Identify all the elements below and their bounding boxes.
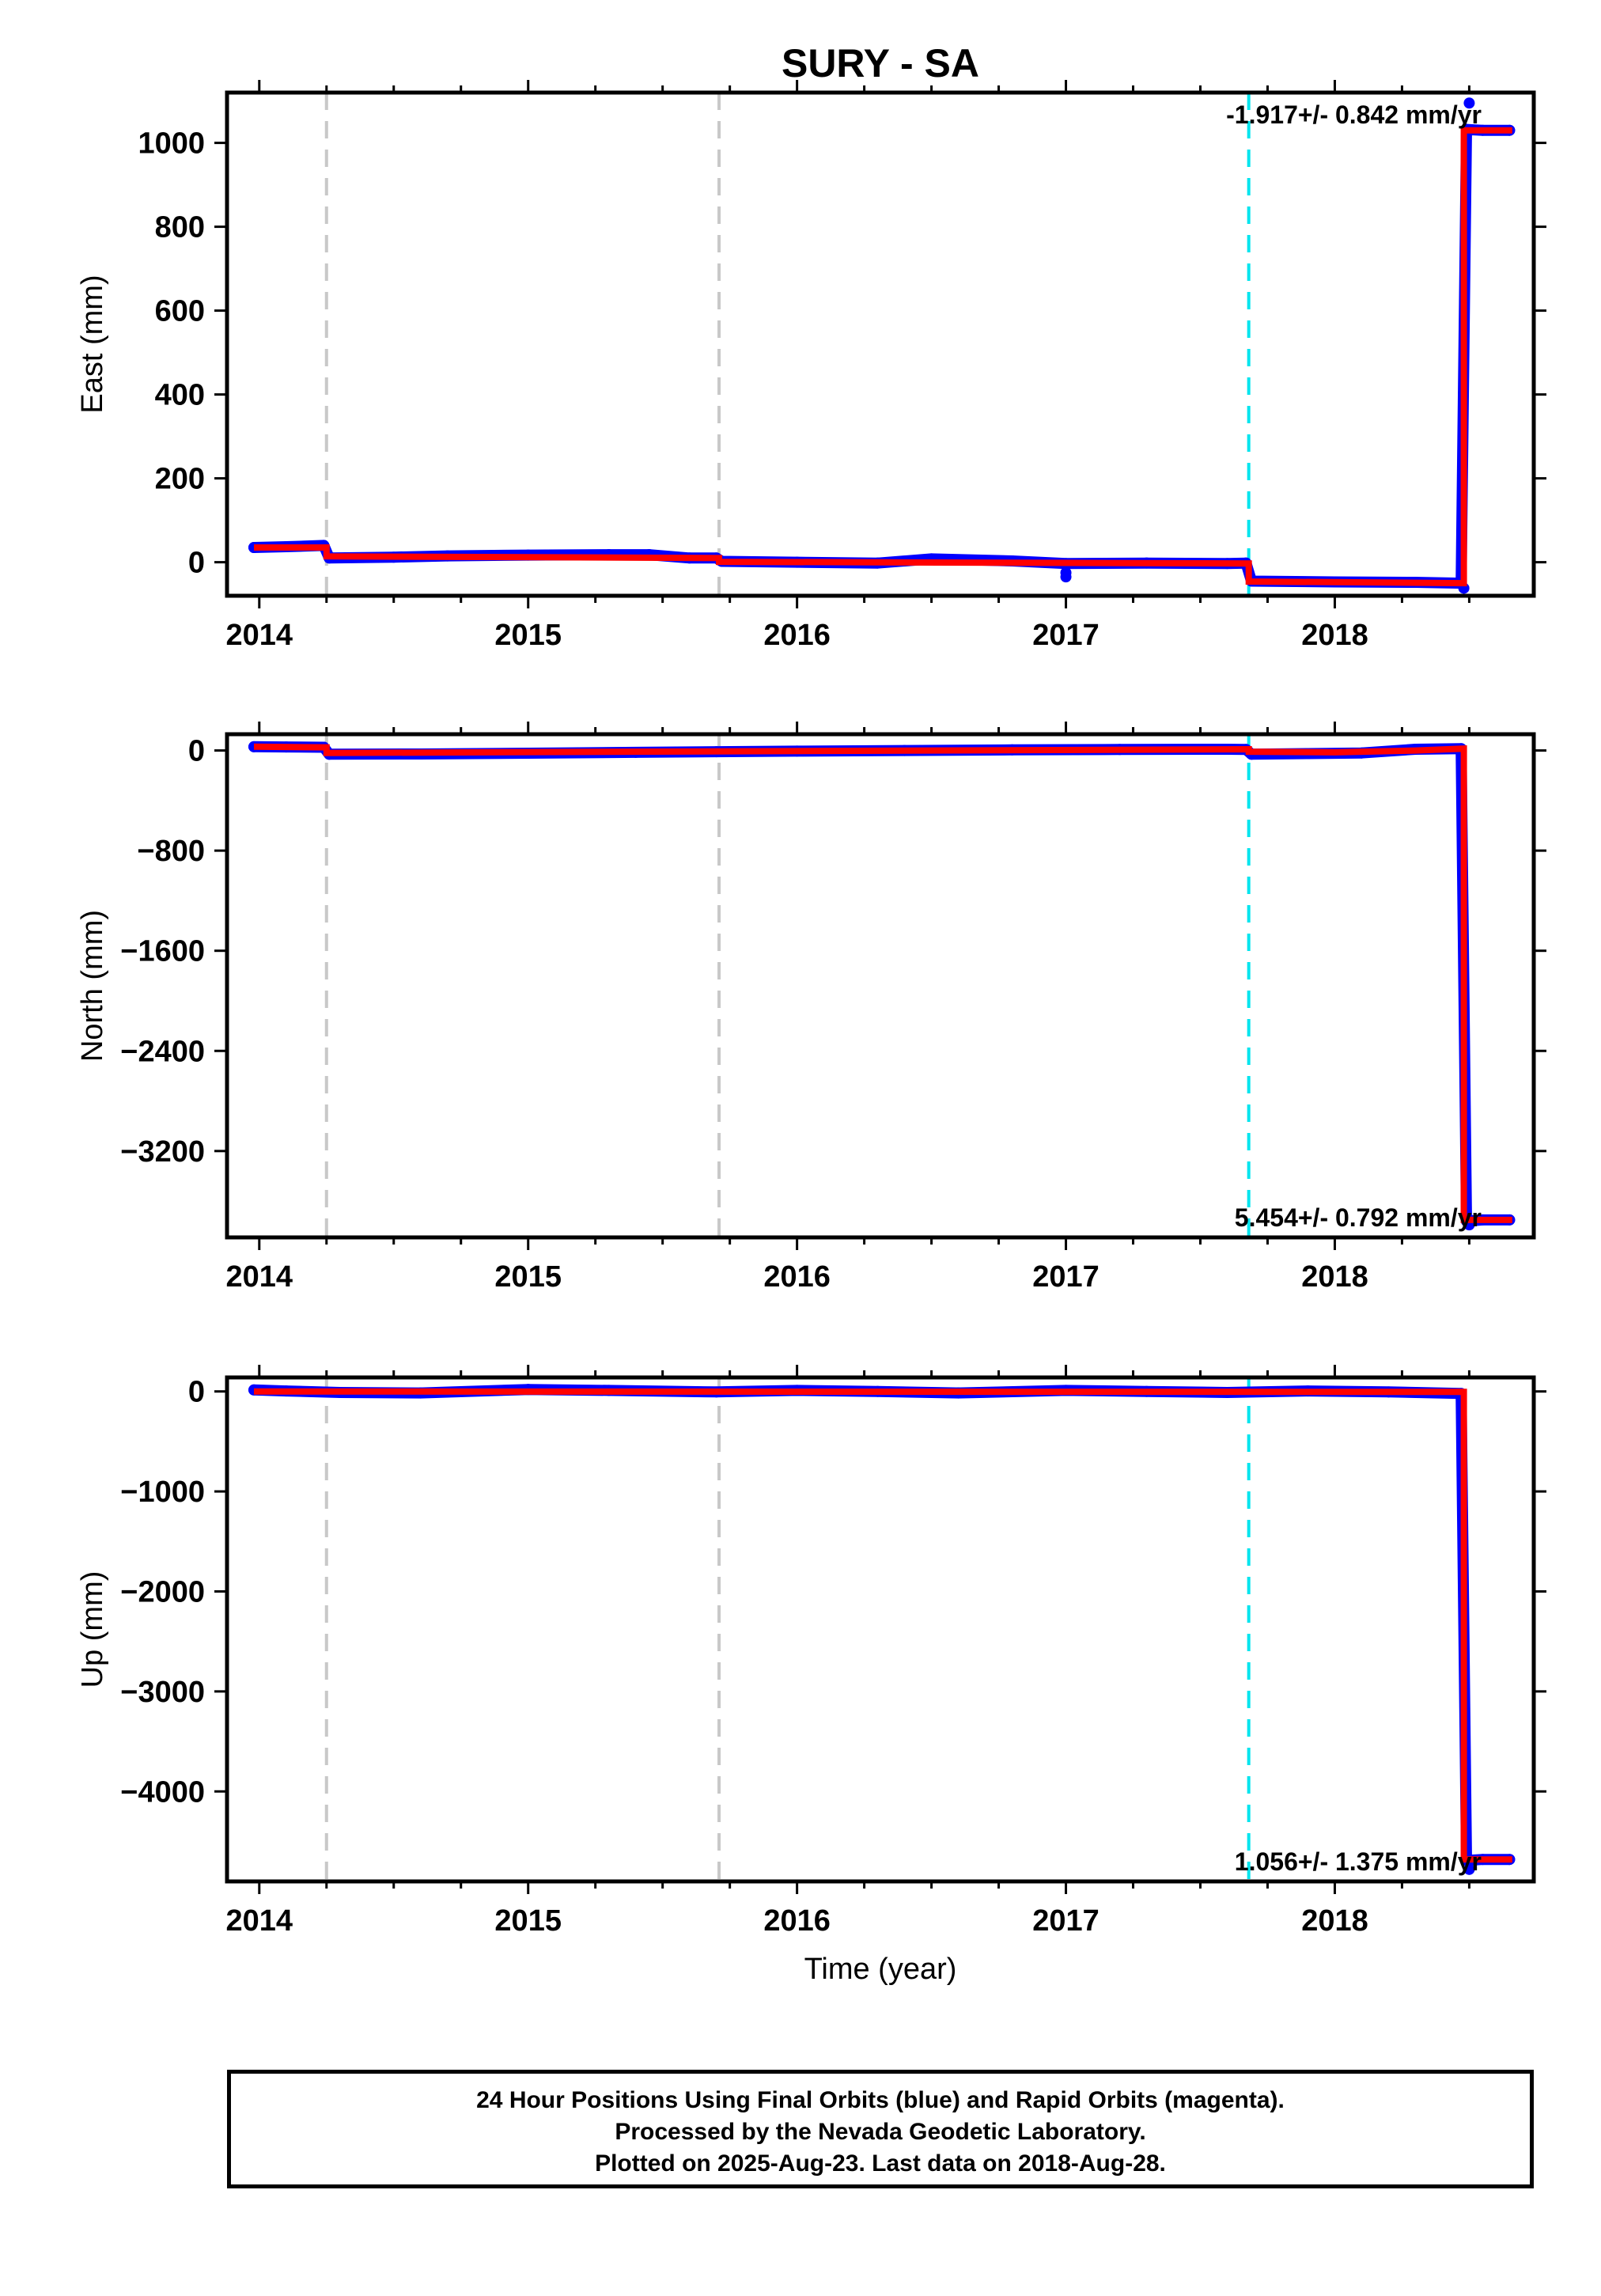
- plot-area: [248, 1384, 1516, 1875]
- x-tick-label: 2015: [494, 1904, 562, 1938]
- x-axis-label: Time (year): [804, 1953, 957, 1986]
- model-series: [253, 743, 1512, 1223]
- observations-series: [248, 1384, 1516, 1866]
- x-tick-label: 2014: [226, 619, 293, 652]
- x-tick-label: 2016: [763, 619, 831, 652]
- x-tick-label: 2015: [494, 619, 562, 652]
- model-series: [254, 127, 1512, 587]
- y-tick-label: 0: [188, 547, 205, 580]
- outlier-point: [1060, 571, 1072, 583]
- x-tick-label: 2017: [1032, 619, 1100, 652]
- x-tick-label: 2016: [763, 1260, 831, 1294]
- y-tick-label: 0: [188, 1376, 205, 1409]
- outlier-point: [1463, 97, 1475, 109]
- observations-series: [248, 741, 1516, 1227]
- y-tick-label: −1600: [120, 935, 205, 968]
- plot-area: [248, 97, 1516, 594]
- panel-north: 2014 2015 2016 2017 2018 0 −800 −1600 −2400 −3200…: [76, 722, 1546, 1294]
- footer-line-3: Plotted on 2025-Aug-23. Last data on 201…: [595, 2150, 1166, 2177]
- y-axis-label: East (mm): [76, 275, 109, 413]
- y-tick-label: −3200: [120, 1135, 205, 1169]
- y-tick-label: −2000: [120, 1575, 205, 1608]
- y-tick-label: 600: [155, 295, 205, 328]
- y-axis-label: Up (mm): [76, 1571, 109, 1688]
- y-tick-label: −3000: [120, 1676, 205, 1709]
- x-tick-label: 2018: [1301, 1904, 1368, 1938]
- observations-series: [248, 123, 1516, 589]
- x-tick-label: 2015: [494, 1260, 562, 1294]
- y-axis-label: North (mm): [76, 910, 109, 1062]
- y-tick-label: −800: [137, 835, 205, 868]
- x-tick-label: 2016: [763, 1904, 831, 1938]
- y-tick-label: −2400: [120, 1035, 205, 1068]
- rate-label: -1.917+/- 0.842 mm/yr: [1226, 100, 1482, 129]
- rate-label: 5.454+/- 0.792 mm/yr: [1235, 1203, 1482, 1232]
- footer-line-2: Processed by the Nevada Geodetic Laborat…: [615, 2119, 1146, 2145]
- outlier-point: [1463, 1863, 1475, 1875]
- y-tick-label: 800: [155, 211, 205, 244]
- y-tick-label: −1000: [120, 1476, 205, 1509]
- x-tick-label: 2017: [1032, 1260, 1100, 1294]
- plot-frame: [225, 90, 1536, 598]
- rate-label: 1.056+/- 1.375 mm/yr: [1235, 1847, 1482, 1876]
- x-tick-label: 2018: [1301, 619, 1368, 652]
- plot-area: [248, 741, 1516, 1231]
- x-tick-label: 2014: [226, 1904, 293, 1938]
- plot-frame: [225, 732, 1536, 1240]
- chart-title: SURY - SA: [782, 41, 979, 85]
- x-tick-label: 2017: [1032, 1904, 1100, 1938]
- plot-frame: [225, 1375, 1536, 1884]
- y-tick-label: 200: [155, 463, 205, 496]
- footer-line-1: 24 Hour Positions Using Final Orbits (bl…: [476, 2087, 1285, 2113]
- y-tick-label: 0: [188, 735, 205, 768]
- panel-east: 2014 2015 2016 2017 2018 0 200 400 600 800 1000 Eas…: [76, 80, 1546, 652]
- panel-up: 2014 2015 2016 2017 2018 0 −1000 −2000 −3000 −400…: [76, 1365, 1546, 1938]
- x-tick-label: 2014: [226, 1260, 293, 1294]
- y-tick-label: −4000: [120, 1775, 205, 1809]
- footer-box: 24 Hour Positions Using Final Orbits (bl…: [227, 2070, 1534, 2188]
- y-tick-label: 400: [155, 379, 205, 412]
- model-series: [253, 1388, 1512, 1863]
- x-tick-label: 2018: [1301, 1260, 1368, 1294]
- y-tick-label: 1000: [138, 127, 205, 161]
